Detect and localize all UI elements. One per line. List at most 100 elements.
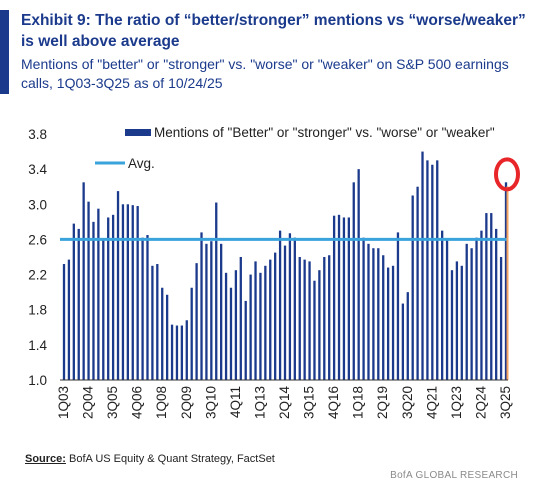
bar [367,243,370,380]
bar [441,230,444,380]
bar [269,259,272,380]
x-tick-label: 3Q05 [105,386,120,419]
bar [111,214,115,380]
bar [244,300,247,380]
bar [254,261,257,380]
bar [165,294,169,380]
bar [102,239,105,380]
bar [185,320,188,380]
bar [259,272,262,380]
legend-bar-swatch [125,129,151,136]
bar [357,169,360,380]
bar-series [62,151,508,380]
x-tick-label: 4Q16 [326,386,341,419]
bar [499,257,503,380]
bar [416,186,419,380]
bar [170,324,174,380]
bar [126,204,129,380]
bar [313,280,316,380]
bar [210,241,213,380]
y-tick-label: 3.0 [28,197,47,212]
bar [406,292,409,380]
bar [495,228,498,380]
bar [224,272,228,380]
legend-avg-label: Avg. [128,156,155,171]
x-tick-label: 2Q24 [473,386,488,420]
bar [342,217,346,380]
bar [396,232,400,380]
x-tick-label: 1Q13 [252,386,267,419]
bar [156,264,159,380]
bar [332,215,336,380]
bar [67,259,71,380]
bar [490,213,493,380]
latest-quarter-highlight-circle [494,157,520,192]
bar [426,160,429,380]
bar [450,270,454,380]
bar [352,182,355,380]
bar [485,213,488,380]
x-tick-label: 1Q03 [56,386,71,419]
source-note: Source: BofA US Equity & Quant Strategy,… [25,453,275,465]
bar [382,255,385,380]
bar [229,287,233,380]
bar [337,214,341,380]
y-tick-label: 2.6 [28,232,47,247]
x-tick-label: 1Q23 [449,386,464,419]
bar [504,182,508,380]
x-tick-label: 2Q04 [81,386,96,420]
x-tick-label: 3Q25 [498,386,513,419]
exhibit-subtitle: Mentions of "better" or "stronger" vs. "… [21,56,509,91]
y-tick-label: 3.8 [28,127,47,142]
bar [136,206,139,380]
x-tick-label: 2Q14 [277,386,292,420]
x-axis: 1Q03 2Q04 3Q05 4Q06 1Q08 2Q09 3Q10 4Q11 1Q13 2Q14… [56,386,513,420]
bar [62,264,66,380]
exhibit-title: Exhibit 9: The ratio of “better/stronger… [21,12,526,50]
bar [72,223,75,380]
bar [141,237,144,380]
bar [293,237,296,380]
bar-chart: 1.0 1.4 1.8 2.2 2.6 3.0 3.4 3.8 1Q03 2Q04 3Q05 4Q0… [28,125,520,420]
bar [377,248,380,380]
x-tick-label: 3Q20 [400,386,415,419]
bar [215,202,218,380]
bar [465,243,468,380]
bar [328,255,331,380]
bar [82,182,85,380]
bar [347,217,350,380]
source-text: BofA US Equity & Quant Strategy, FactSet [65,453,275,465]
bar [264,265,267,380]
bar [131,205,134,380]
bar [175,325,179,380]
bar [470,248,473,380]
bar [195,263,198,380]
x-tick-label: 1Q18 [351,386,366,419]
bar [431,164,434,380]
title-accent-bar [0,10,9,94]
y-tick-label: 3.4 [28,162,47,177]
x-tick-label: 2Q19 [375,386,390,419]
y-tick-label: 2.2 [28,268,47,283]
bar [92,221,95,380]
x-tick-label: 2Q09 [179,386,194,419]
x-tick-label: 4Q06 [130,386,145,419]
bar [298,257,301,380]
legend-bar-label: Mentions of "Better" or "stronger" vs. "… [154,125,495,140]
bar [421,151,424,380]
y-tick-label: 1.8 [28,303,47,318]
x-tick-label: 4Q21 [424,386,439,419]
bar [146,235,149,380]
x-tick-label: 3Q10 [203,386,218,419]
bar [288,233,292,380]
y-tick-label: 1.0 [28,373,47,388]
bar [274,252,277,380]
brand-footer: BofA GLOBAL RESEARCH [390,470,518,481]
bar [308,261,311,380]
bar [436,160,439,380]
bar [190,287,193,380]
bar [460,265,463,380]
x-tick-label: 1Q08 [154,386,169,419]
bar [220,243,223,380]
bar [200,232,203,380]
